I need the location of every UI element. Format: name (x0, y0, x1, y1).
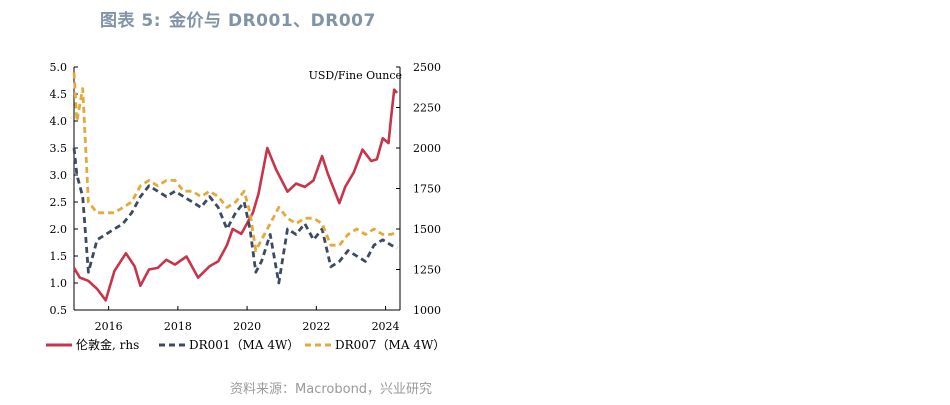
left-tick-label: 1.5 (50, 250, 68, 263)
right-tick-label: 1750 (413, 183, 441, 196)
left-tick-label: 3.0 (50, 169, 68, 182)
figure-title: 图表 5: 金价与 DR001、DR007 (100, 6, 376, 31)
x-tick-label: 2022 (302, 320, 330, 333)
right-tick-label: 2250 (413, 102, 441, 115)
left-tick-label: 3.5 (50, 142, 68, 155)
left-tick-label: 1.0 (50, 277, 68, 290)
figure-title-text: 金价与 DR001、DR007 (169, 11, 376, 31)
unit-label: USD/Fine Ounce (309, 69, 402, 82)
right-tick-label: 2500 (413, 61, 441, 74)
legend-label-2: DR001（MA 4W） (189, 338, 299, 352)
left-tick-label: 4.0 (50, 115, 68, 128)
source-note: 资料来源：Macrobond，兴业研究 (230, 378, 432, 397)
dr007-line (72, 72, 398, 253)
x-tick-label: 2016 (95, 320, 123, 333)
left-tick-label: 2.0 (50, 223, 68, 236)
x-tick-label: 2020 (233, 320, 261, 333)
gold-price-line (72, 88, 399, 302)
legend-label-3: DR007（MA 4W） (335, 338, 445, 352)
left-tick-label: 0.5 (50, 304, 68, 317)
x-tick-label: 2018 (164, 320, 192, 333)
right-tick-label: 2000 (413, 142, 441, 155)
left-tick-label: 2.5 (50, 196, 68, 209)
source-label: 资料来源： (230, 382, 296, 397)
source-text: Macrobond，兴业研究 (295, 382, 433, 397)
legend-label-1: 伦敦金, rhs (76, 337, 139, 352)
right-tick-label: 1500 (413, 223, 441, 236)
left-tick-label: 4.5 (50, 88, 68, 101)
left-tick-label: 5.0 (50, 61, 68, 74)
x-tick-label: 2024 (372, 320, 400, 333)
figure-label: 图表 5: (100, 11, 162, 31)
axes: 5.0 4.5 4.0 3.5 3.0 2.5 2.0 1.5 1.0 0.5 2500 2250 20… (50, 61, 442, 333)
dr001-line (72, 147, 398, 285)
legend: 伦敦金, rhs DR001（MA 4W） DR007（MA 4W） (46, 337, 445, 352)
right-tick-label: 1250 (413, 264, 441, 277)
right-tick-label: 1000 (413, 304, 441, 317)
series-layer (72, 72, 399, 302)
